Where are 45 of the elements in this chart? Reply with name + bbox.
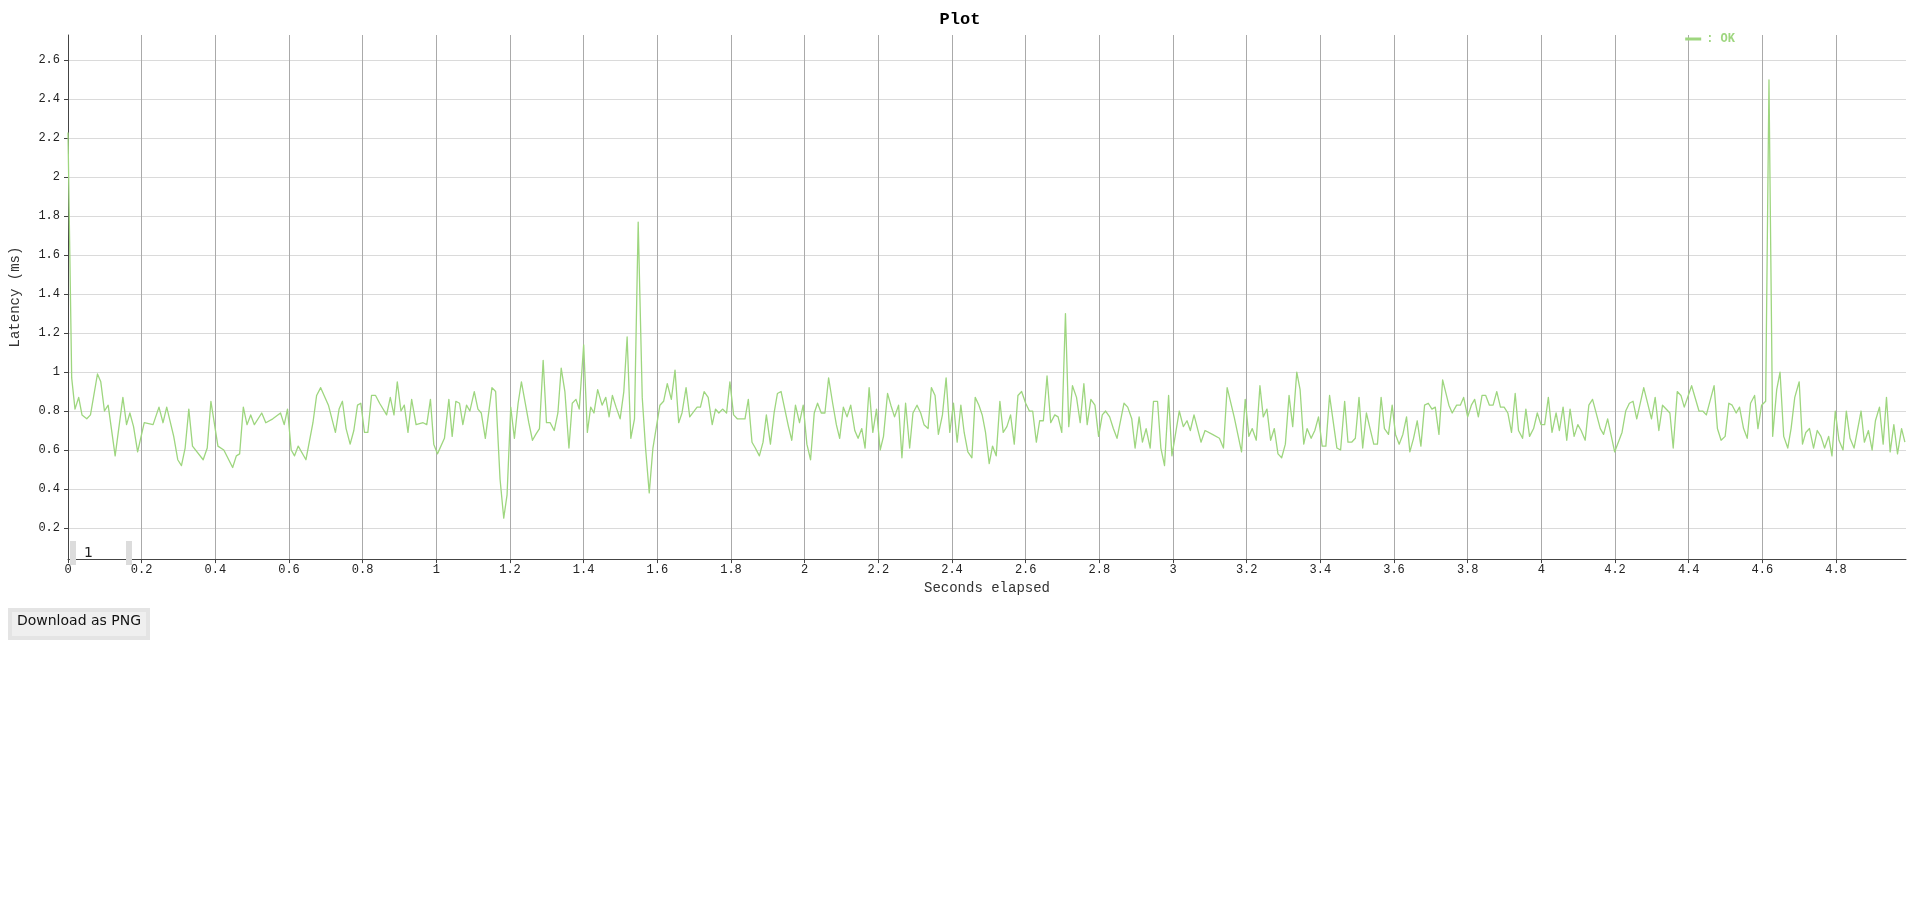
x-tick-label: 4.6	[1751, 563, 1774, 578]
y-tick-label: 1.8	[38, 209, 60, 224]
y-tick-label: 2	[52, 170, 60, 185]
line-series	[67, 79, 1906, 519]
legend-label: : OK	[1706, 32, 1736, 46]
x-tick-label: 2.8	[1088, 563, 1111, 578]
x-tick-label: 3.8	[1456, 563, 1479, 578]
x-axis-title: Seconds elapsed	[923, 580, 1051, 596]
x-tick-label: 0.6	[278, 563, 300, 578]
y-tick-label: 2.2	[38, 131, 60, 146]
x-tick-label: 3.2	[1235, 563, 1258, 578]
number-field: 1	[70, 541, 132, 565]
y-tick-label: 2.6	[38, 53, 60, 68]
x-tick-label: 0.8	[351, 563, 374, 578]
x-tick-label: 1.6	[646, 563, 669, 578]
chart-title: Plot	[939, 10, 981, 29]
x-tick-label: 1	[432, 563, 440, 578]
x-tick-label: 1.8	[720, 563, 742, 578]
x-tick-label: 4.2	[1604, 563, 1626, 578]
x-tick-label: 0.4	[204, 563, 227, 578]
x-tick-label: 3.4	[1309, 563, 1332, 578]
x-tick-label: 3.6	[1383, 563, 1405, 578]
y-tick-label: 0.6	[38, 442, 60, 457]
x-tick-label: 2.6	[1014, 563, 1037, 578]
y-tick-label: 2.4	[38, 92, 60, 107]
download-button: Download as PNG	[8, 608, 150, 640]
y-tick-label: 0.8	[38, 404, 60, 419]
x-tick-label: 4	[1537, 563, 1545, 578]
y-tick-label: 0.2	[38, 520, 60, 535]
y-tick-label: 0.4	[38, 481, 60, 496]
x-tick-label: 4.8	[1825, 563, 1847, 578]
y-tick-label: 1	[52, 365, 60, 380]
x-tick-label: 3	[1169, 563, 1177, 578]
y-axis-title: Latency (ms)	[7, 246, 23, 348]
y-tick-label: 1.2	[38, 326, 60, 341]
x-tick-label: 2	[801, 563, 809, 578]
x-tick-label: 1.2	[499, 563, 521, 578]
x-tick-label: 2.2	[867, 563, 890, 578]
y-tick-label: 1.4	[38, 287, 60, 302]
x-tick-label: 1.4	[572, 563, 595, 578]
x-tick-label: 0.2	[130, 563, 153, 578]
x-tick-label: 2.4	[941, 563, 963, 578]
y-tick-label: 1.6	[38, 248, 60, 263]
x-tick-label: 0	[64, 563, 72, 578]
x-tick-label: 4.4	[1677, 563, 1700, 578]
